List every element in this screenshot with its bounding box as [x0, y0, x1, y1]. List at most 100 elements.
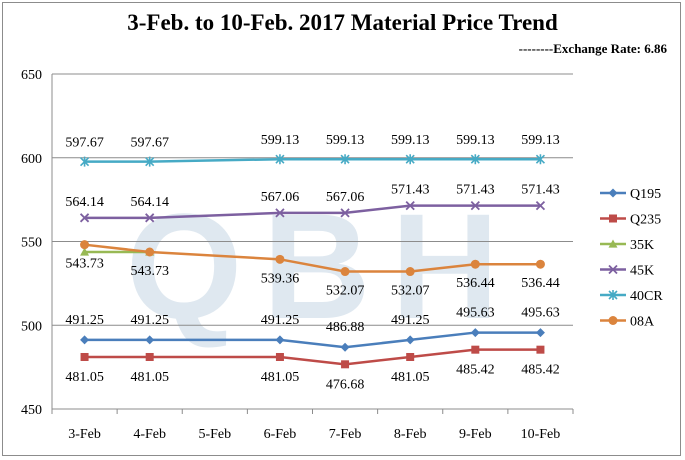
data-point-08a	[535, 259, 545, 269]
data-point-08a	[340, 267, 350, 277]
y-tick-label: 650	[21, 68, 42, 83]
data-label-q195: 491.25	[65, 313, 104, 328]
data-label-08a: 539.36	[261, 271, 300, 286]
data-point-08a	[470, 259, 480, 269]
legend-marker-08a	[608, 316, 618, 325]
data-label-q235: 476.68	[326, 377, 365, 392]
data-label-40cr: 597.67	[65, 136, 104, 151]
legend-label-45k: 45K	[630, 264, 654, 279]
data-label-08a: 543.73	[130, 264, 169, 279]
data-label-q235: 485.42	[456, 363, 495, 378]
data-point-08a	[405, 267, 415, 277]
data-label-40cr: 599.13	[261, 133, 300, 148]
y-tick-label: 550	[21, 236, 42, 251]
data-label-08a: 536.44	[521, 276, 560, 291]
data-point-40cr	[275, 154, 285, 165]
data-label-45k: 571.43	[521, 183, 560, 198]
data-point-q235	[536, 345, 545, 354]
legend-marker-45k	[608, 264, 618, 275]
data-label-08a: 543.73	[65, 257, 104, 272]
data-point-45k	[340, 208, 350, 218]
chart-subtitle: --------Exchange Rate: 6.86	[518, 41, 667, 56]
data-label-q195: 495.63	[521, 306, 560, 321]
data-label-40cr: 597.67	[130, 136, 169, 151]
data-label-q195: 495.63	[456, 306, 495, 321]
data-point-q235	[406, 352, 415, 361]
x-tick-label: 3-Feb	[68, 427, 101, 442]
legend-marker-35k	[608, 239, 618, 248]
x-tick-label: 5-Feb	[198, 427, 231, 442]
data-point-45k	[535, 200, 546, 211]
legend-marker-40cr	[608, 290, 618, 300]
data-point-q195	[535, 328, 545, 338]
y-tick-label: 600	[21, 152, 42, 167]
data-label-q195: 486.88	[326, 320, 365, 335]
data-label-45k: 571.43	[456, 183, 495, 198]
data-point-q195	[145, 335, 155, 345]
data-point-q235	[471, 345, 480, 354]
data-point-q195	[340, 342, 350, 352]
data-label-45k: 571.43	[391, 183, 430, 198]
data-point-40cr	[535, 154, 546, 165]
x-tick-label: 7-Feb	[329, 427, 362, 442]
x-tick-label: 10-Feb	[521, 427, 561, 442]
data-label-q235: 481.05	[65, 370, 104, 385]
data-point-45k	[405, 200, 415, 211]
data-label-08a: 532.07	[391, 284, 430, 299]
data-point-45k	[79, 213, 90, 223]
series-line-40cr	[84, 157, 541, 163]
data-label-08a: 536.44	[456, 276, 495, 291]
x-tick-label: 4-Feb	[133, 427, 166, 442]
x-tick-label: 9-Feb	[459, 427, 492, 442]
data-point-45k	[275, 208, 285, 218]
data-label-q235: 485.42	[521, 363, 560, 378]
data-point-45k	[470, 200, 480, 211]
y-tick-label: 450	[21, 403, 42, 418]
data-point-40cr	[470, 154, 480, 165]
data-point-45k	[145, 213, 155, 223]
data-label-08a: 532.07	[326, 284, 365, 299]
data-point-08a	[145, 247, 155, 257]
data-label-q195: 491.25	[130, 313, 169, 328]
data-point-40cr	[405, 154, 415, 165]
legend-label-08a: 08A	[630, 315, 655, 330]
data-point-08a	[80, 240, 90, 250]
data-label-q195: 491.25	[391, 313, 430, 328]
data-label-q235: 481.05	[261, 370, 300, 385]
chart-frame	[2, 2, 681, 456]
data-label-q235: 481.05	[391, 370, 430, 385]
data-point-q235	[145, 352, 154, 361]
x-tick-label: 8-Feb	[394, 427, 427, 442]
data-label-q195: 491.25	[261, 313, 300, 328]
data-point-q235	[275, 352, 284, 361]
data-label-40cr: 599.13	[456, 133, 495, 148]
data-label-45k: 567.06	[261, 190, 300, 205]
legend-marker-q195	[608, 188, 618, 198]
data-label-40cr: 599.13	[521, 133, 560, 148]
data-point-40cr	[145, 156, 155, 167]
data-label-45k: 567.06	[326, 190, 365, 205]
data-label-q235: 481.05	[130, 370, 169, 385]
legend-label-q235: Q235	[630, 213, 661, 228]
data-point-q195	[80, 335, 90, 345]
chart-title: 3-Feb. to 10-Feb. 2017 Material Price Tr…	[127, 10, 558, 35]
data-point-35k	[80, 247, 90, 256]
data-point-q195	[470, 328, 480, 338]
data-label-45k: 564.14	[130, 195, 169, 210]
legend-label-q195: Q195	[630, 187, 661, 202]
data-label-40cr: 599.13	[326, 133, 365, 148]
data-point-q195	[405, 335, 415, 345]
data-point-q235	[80, 352, 89, 361]
data-point-q195	[275, 335, 285, 345]
data-point-08a	[275, 254, 285, 264]
data-label-45k: 564.14	[65, 195, 104, 210]
legend-marker-q235	[609, 214, 617, 223]
data-point-40cr	[79, 156, 90, 167]
y-tick-label: 500	[21, 319, 42, 334]
legend-label-35k: 35K	[630, 238, 654, 253]
legend-label-40cr: 40CR	[630, 289, 663, 304]
data-point-40cr	[340, 154, 350, 165]
data-label-40cr: 599.13	[391, 133, 430, 148]
x-tick-label: 6-Feb	[264, 427, 297, 442]
